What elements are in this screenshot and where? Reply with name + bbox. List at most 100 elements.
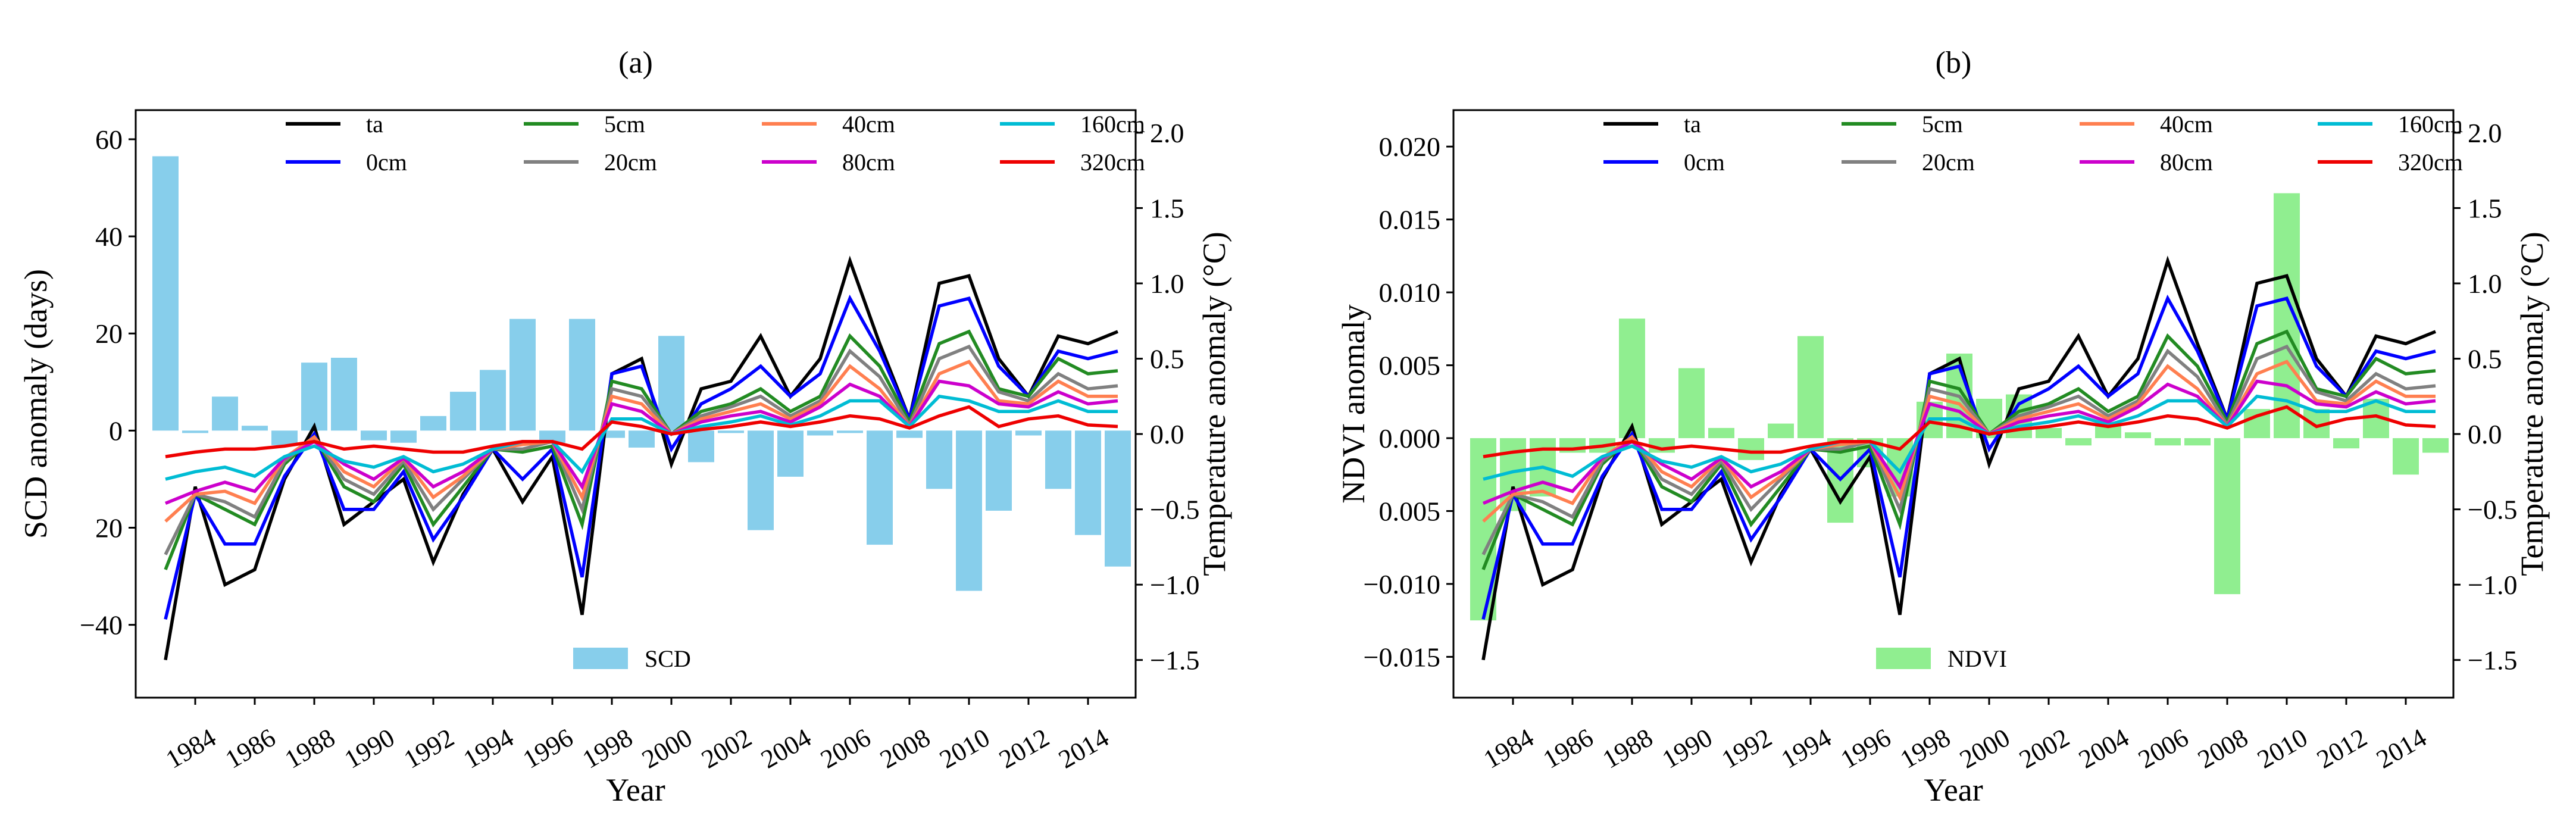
legend-label-160cm: 160cm (2398, 111, 2463, 138)
x-tick-label: 1998 (1895, 723, 1955, 774)
bar-scd-1990 (361, 430, 387, 441)
y-tick-label: −40 (80, 610, 123, 641)
panel-title: (a) (618, 46, 653, 80)
bar-scd-2007 (867, 430, 893, 545)
bar-ndvi-2002 (2036, 427, 2062, 439)
bar-scd-2009 (926, 430, 952, 489)
y-tick-label: 20 (95, 513, 123, 543)
y2-tick-label: 1.0 (1150, 268, 1184, 299)
legend-label-20cm: 20cm (1922, 149, 1975, 176)
y-axis-label: NDVI anomaly (1336, 304, 1371, 503)
bar-scd-1999 (629, 430, 655, 448)
x-tick-label: 2014 (2371, 723, 2431, 774)
x-axis-label: Year (606, 772, 665, 808)
x-tick-label: 1992 (1717, 723, 1777, 774)
x-tick-label: 2004 (756, 723, 816, 774)
panel-a: (a)604020020−402.01.51.00.50.0−0.5−1.0−1… (18, 46, 1232, 808)
bar-scd-2004 (777, 430, 804, 477)
line-320cm (165, 405, 1118, 458)
bar-ndvi-2014 (2393, 438, 2419, 475)
x-tick-label: 2000 (637, 723, 697, 774)
legend-label-0cm: 0cm (1684, 149, 1725, 176)
bar-ndvi-1983 (1470, 438, 1496, 621)
y2-tick-label: −1.5 (1150, 645, 1199, 676)
plot-frame (135, 109, 1137, 699)
x-tick-label: 2008 (875, 723, 935, 774)
x-tick-label: 2006 (2133, 723, 2193, 774)
bar-scd-1985 (212, 396, 238, 431)
y-tick-label: 0.005 (1379, 351, 1441, 381)
y-tick-label: 0.010 (1379, 277, 1441, 308)
y-tick-label: 60 (95, 124, 123, 155)
x-tick-label: 1986 (220, 723, 280, 774)
y-tick-label: −0.015 (1364, 642, 1440, 672)
x-tick-label: 2012 (2312, 723, 2372, 774)
x-tick-label: 1986 (1538, 723, 1598, 774)
legend-swatch-ndvi (1876, 648, 1931, 669)
bar-ndvi-2008 (2214, 438, 2240, 595)
bar-scd-1997 (569, 318, 595, 431)
x-tick-label: 1988 (280, 723, 340, 774)
x-tick-label: 1992 (399, 723, 459, 774)
legend-label-5cm: 5cm (604, 111, 645, 138)
y-tick-label: −0.010 (1364, 569, 1440, 599)
x-tick-label: 2002 (2014, 723, 2074, 774)
y-axis-label: SCD anomaly (days) (18, 269, 54, 539)
bar-scd-2003 (748, 430, 774, 530)
bar-ndvi-2006 (2155, 438, 2181, 446)
bar-scd-2006 (837, 430, 863, 433)
bar-scd-2002 (718, 430, 744, 433)
x-tick-label: 2012 (994, 723, 1054, 774)
bar-ndvi-1994 (1797, 336, 1824, 439)
y2-tick-label: 0.0 (1150, 419, 1184, 449)
legend-label-scd: SCD (645, 645, 691, 672)
x-tick-label: 2010 (934, 723, 995, 774)
bar-scd-2015 (1105, 430, 1131, 567)
y2-tick-label: 1.5 (2468, 193, 2502, 224)
y2-tick-label: 0.5 (2468, 344, 2502, 374)
bar-scd-1987 (271, 430, 298, 445)
bar-scd-2011 (986, 430, 1012, 511)
plot-frame (1452, 109, 2455, 699)
bar-legend: NDVI (1876, 645, 2007, 672)
x-tick-label: 1994 (1776, 723, 1836, 774)
bar-scd-1991 (390, 430, 417, 443)
legend-label-80cm: 80cm (842, 149, 895, 176)
legend-label-320cm: 320cm (2398, 149, 2463, 176)
y-tick-label: 0.005 (1379, 496, 1441, 527)
bar-ndvi-1988 (1619, 318, 1645, 439)
bar-scd-1995 (509, 318, 536, 431)
legend-label-0cm: 0cm (366, 149, 407, 176)
x-tick-label: 1984 (1478, 723, 1539, 774)
bar-scd-1989 (331, 358, 357, 431)
bar-scd-1992 (420, 416, 446, 431)
bar-scd-2000 (658, 336, 684, 431)
x-tick-label: 1990 (1657, 723, 1717, 774)
legend-label-20cm: 20cm (604, 149, 657, 176)
x-tick-label: 1996 (1836, 723, 1896, 774)
line-legend: ta 0cm 5cm 20cm 40cm 80cm 160cm 320cm (286, 111, 1145, 176)
line-160cm (165, 394, 1118, 481)
legend-label-80cm: 80cm (2160, 149, 2213, 176)
x-tick-label: 2004 (2074, 723, 2134, 774)
bar-scd-2010 (956, 430, 982, 591)
x-tick-label: 1984 (161, 723, 221, 774)
bar-ndvi-2015 (2422, 438, 2449, 453)
panel-title: (b) (1936, 46, 1972, 80)
line-legend: ta 0cm 5cm 20cm 40cm 80cm 160cm 320cm (1603, 111, 2463, 176)
line-160cm (1483, 394, 2436, 481)
x-tick-label: 1988 (1598, 723, 1658, 774)
bar-scd-1984 (182, 430, 208, 433)
legend-label-320cm: 320cm (1080, 149, 1145, 176)
y-tick-label: 0.015 (1379, 205, 1441, 235)
bar-scd-2013 (1045, 430, 1071, 489)
bar-scd-1986 (242, 426, 268, 431)
bar-scd-1988 (301, 363, 327, 431)
legend-label-40cm: 40cm (842, 111, 895, 138)
y2-tick-label: −1.0 (1150, 570, 1199, 600)
legend-label-160cm: 160cm (1080, 111, 1145, 138)
line-80cm (164, 379, 1118, 505)
bar-scd-1996 (539, 430, 565, 443)
line-0cm (164, 294, 1118, 620)
